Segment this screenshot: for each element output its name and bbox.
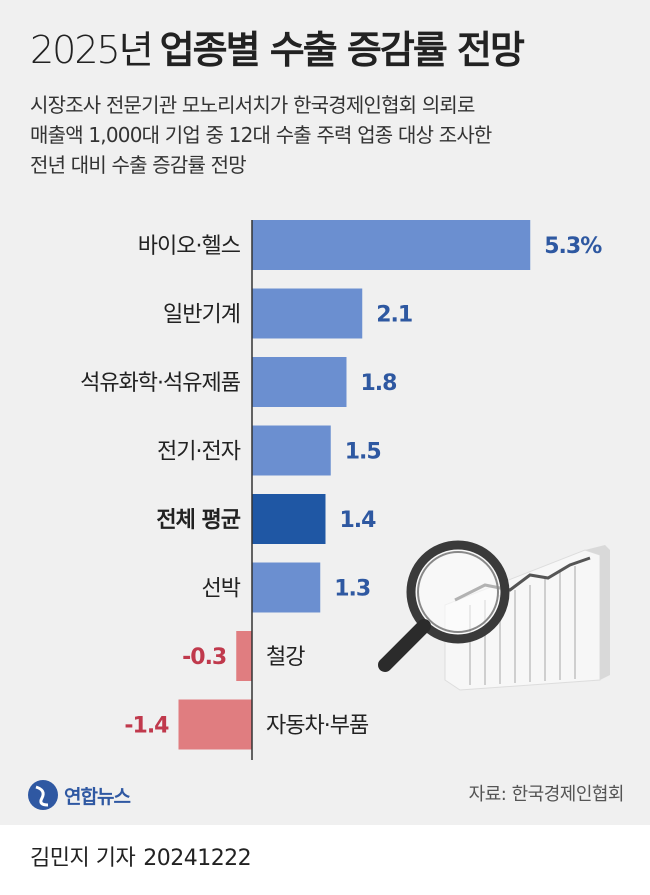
value-label: 5.3%: [544, 234, 602, 259]
publish-date: 20241222: [143, 846, 252, 871]
bar: [252, 357, 347, 407]
value-label: 2.1: [376, 303, 412, 328]
yonhap-logo: 연합뉴스: [26, 775, 131, 815]
bar: [178, 699, 252, 750]
chart-title: 2025년 업종별 수출 증감률 전망: [30, 20, 525, 80]
infographic-panel: 2025년 업종별 수출 증감률 전망 시장조사 전문기관 모노리서치가 한국경제…: [0, 0, 650, 825]
chart-subtitle: 시장조사 전문기관 모노리서치가 한국경제인협회 의뢰로 매출액 1,000대 …: [30, 90, 630, 180]
category-label: 선박: [202, 577, 241, 602]
subtitle-line: 매출액 1,000대 기업 중 12대 수출 주력 업종 대상 조사한: [30, 123, 492, 147]
bar: [252, 562, 321, 613]
category-label: 전기·전자: [157, 440, 241, 465]
title-main: 업종별 수출 증감률 전망: [159, 28, 525, 72]
bar-chart: 바이오·헬스 5.3% 일반기계 2.1 석유화학·석유제품 1.8 전기·전자 1.5 전체 …: [80, 220, 610, 760]
category-label: 철강: [266, 645, 305, 670]
value-label: 1.8: [361, 371, 397, 396]
logo-text: 연합뉴스: [64, 785, 131, 808]
source-note: 자료: 한국경제인협회: [468, 784, 625, 805]
reporter-credit: 김민지 기자 20241222: [30, 840, 252, 872]
yonhap-globe-icon: [28, 780, 58, 810]
subtitle-line: 시장조사 전문기관 모노리서치가 한국경제인협회 의뢰로: [30, 93, 475, 117]
subtitle-line: 전년 대비 수출 증감률 전망: [30, 153, 247, 177]
value-label: 1.4: [340, 508, 377, 533]
category-label: 석유화학·석유제품: [80, 371, 241, 396]
bar: [252, 220, 531, 270]
magnifier-chart-illustration: [378, 540, 610, 691]
category-label: 바이오·헬스: [138, 234, 241, 259]
category-label: 일반기계: [163, 303, 240, 328]
category-label: 자동차·부품: [266, 714, 369, 739]
reporter-name: 김민지 기자: [30, 846, 136, 871]
value-label: 1.3: [334, 577, 370, 602]
value-label: -0.3: [182, 645, 226, 670]
bar: [236, 631, 252, 681]
value-label: -1.4: [124, 714, 169, 739]
title-year: 2025년: [30, 28, 154, 72]
bar: [252, 288, 363, 339]
bar: [252, 425, 331, 476]
category-label: 전체 평균: [156, 508, 240, 533]
bar: [252, 494, 326, 544]
value-label: 1.5: [345, 440, 381, 465]
